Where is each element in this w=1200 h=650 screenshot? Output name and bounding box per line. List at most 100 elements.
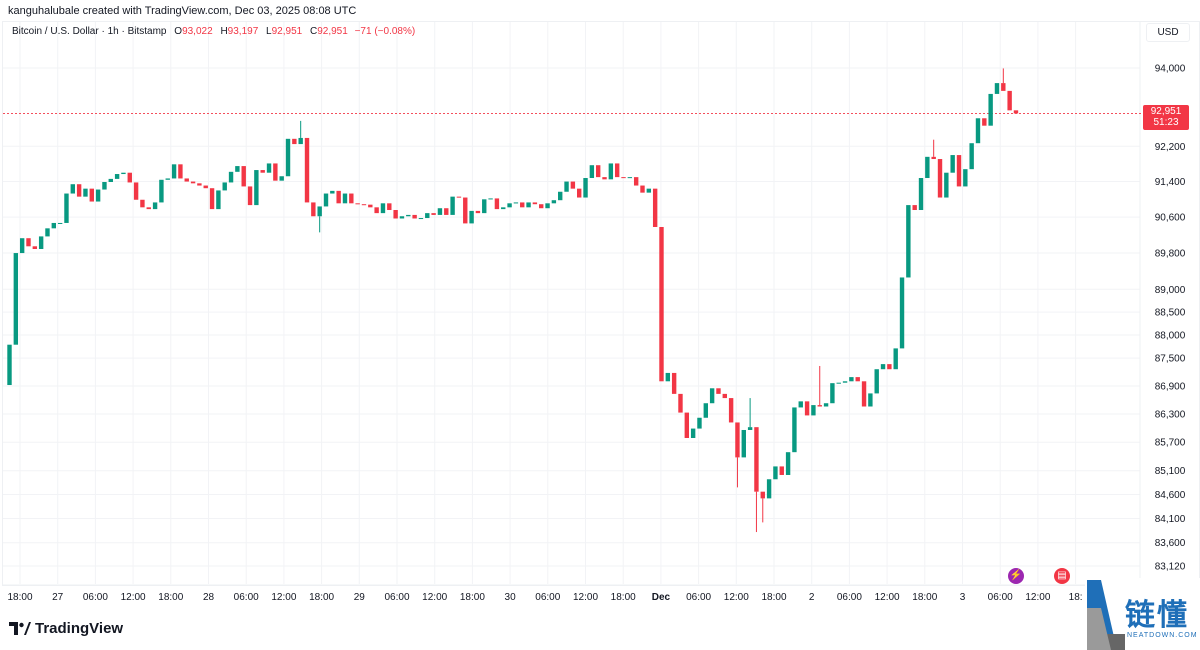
candle-up bbox=[222, 182, 227, 191]
time-tick-label: 18:00 bbox=[309, 592, 334, 603]
candle-up bbox=[121, 172, 126, 175]
candle-up bbox=[488, 198, 493, 200]
candle-down bbox=[595, 165, 601, 178]
time-tick-label: 18:00 bbox=[611, 592, 636, 603]
candle-up bbox=[690, 428, 696, 438]
candle-up bbox=[501, 207, 506, 210]
candle-up bbox=[899, 277, 905, 349]
candle-up bbox=[285, 138, 291, 177]
time-tick-label: 12:00 bbox=[724, 592, 749, 603]
price-tick-label: 85,700 bbox=[1155, 438, 1186, 449]
candle-up bbox=[152, 202, 158, 210]
candle-up bbox=[425, 213, 430, 219]
candle-up bbox=[102, 181, 107, 190]
time-tick-label: 06:00 bbox=[535, 592, 560, 603]
time-tick-label: 06:00 bbox=[686, 592, 711, 603]
candle-down bbox=[260, 170, 265, 173]
time-tick-label: 12:00 bbox=[271, 592, 296, 603]
candle-down bbox=[444, 208, 449, 215]
candle-down bbox=[311, 202, 316, 217]
price-tick-label: 88,500 bbox=[1155, 308, 1186, 319]
tradingview-logo[interactable]: TradingView bbox=[9, 620, 123, 637]
candle-up bbox=[963, 169, 968, 187]
time-tick-label: 06:00 bbox=[83, 592, 108, 603]
open-label: O bbox=[174, 26, 183, 37]
candle-down bbox=[349, 193, 354, 204]
time-tick-label: 12:00 bbox=[875, 592, 900, 603]
time-tick-label: 30 bbox=[505, 592, 517, 603]
candle-up bbox=[969, 143, 974, 170]
candle-down bbox=[633, 177, 639, 186]
price-tick-label: 83,120 bbox=[1155, 562, 1186, 573]
candle-down bbox=[241, 166, 246, 187]
price-tick-label: 90,600 bbox=[1155, 213, 1186, 224]
symbol-name[interactable]: Bitcoin / U.S. Dollar · 1h · Bitstamp bbox=[12, 26, 167, 37]
candle-down bbox=[146, 207, 151, 210]
candle-down bbox=[368, 204, 373, 208]
candle-down bbox=[671, 372, 677, 394]
candle-up bbox=[83, 188, 88, 197]
candle-up bbox=[70, 184, 75, 194]
candle-down bbox=[456, 196, 462, 198]
price-tick-label: 84,100 bbox=[1155, 514, 1186, 525]
us-flag-event-icon[interactable]: ▤ bbox=[1054, 568, 1070, 584]
lightning-event-icon[interactable]: ⚡ bbox=[1008, 568, 1024, 584]
candle-down bbox=[678, 393, 683, 413]
price-tick-label: 92,200 bbox=[1155, 142, 1186, 153]
candle-up bbox=[627, 177, 633, 179]
time-tick-label: Dec bbox=[652, 592, 671, 603]
candle-down bbox=[387, 203, 392, 211]
candle-up bbox=[773, 466, 778, 480]
candle-down bbox=[539, 204, 544, 209]
candle-up bbox=[709, 388, 715, 404]
tradingview-wordmark: TradingView bbox=[35, 620, 124, 637]
candle-up bbox=[944, 172, 949, 198]
price-tick-label: 83,600 bbox=[1155, 538, 1186, 549]
candle-up bbox=[95, 189, 101, 202]
candle-up bbox=[51, 222, 57, 229]
close-value: 92,951 bbox=[317, 26, 348, 37]
candle-up bbox=[558, 191, 563, 201]
candle-up bbox=[836, 382, 841, 384]
candle-up bbox=[906, 205, 911, 278]
high-value: 93,197 bbox=[227, 26, 259, 37]
candle-down bbox=[1013, 110, 1019, 114]
candle-down bbox=[861, 381, 867, 407]
time-tick-label: 12:00 bbox=[573, 592, 598, 603]
candle-down bbox=[76, 184, 82, 197]
price-tick-label: 94,000 bbox=[1155, 64, 1186, 75]
time-tick-label: 12:00 bbox=[121, 592, 146, 603]
candle-down bbox=[374, 207, 379, 214]
candle-up bbox=[589, 165, 595, 179]
time-tick-label: 12:00 bbox=[422, 592, 447, 603]
candle-up bbox=[994, 83, 1000, 94]
candle-up bbox=[19, 238, 25, 254]
time-tick-label: 18:00 bbox=[761, 592, 786, 603]
candle-down bbox=[937, 159, 943, 198]
candle-up bbox=[266, 163, 272, 173]
bar-countdown: 51:23 bbox=[1153, 117, 1179, 129]
time-tick-label: 29 bbox=[354, 592, 366, 603]
candle-up bbox=[665, 372, 671, 382]
candle-down bbox=[722, 393, 727, 399]
currency-button[interactable]: USD bbox=[1146, 23, 1190, 42]
candle-down bbox=[577, 188, 582, 198]
candle-down bbox=[735, 422, 740, 458]
candle-down bbox=[32, 246, 38, 249]
candle-down bbox=[26, 238, 31, 247]
candle-down bbox=[956, 155, 962, 187]
watermark-chinese: 链懂 bbox=[1125, 599, 1189, 632]
candle-down bbox=[728, 398, 734, 423]
time-tick-label: 18:00 bbox=[912, 592, 937, 603]
candle-up bbox=[798, 401, 803, 408]
candle-up bbox=[785, 452, 791, 475]
time-tick-label: 18:00 bbox=[158, 592, 183, 603]
candle-down bbox=[532, 202, 538, 205]
candle-down bbox=[273, 163, 278, 181]
candle-down bbox=[393, 210, 398, 219]
candle-down bbox=[1001, 83, 1006, 91]
candle-up bbox=[842, 381, 848, 383]
candle-up bbox=[171, 164, 177, 179]
candle-up bbox=[918, 178, 924, 211]
